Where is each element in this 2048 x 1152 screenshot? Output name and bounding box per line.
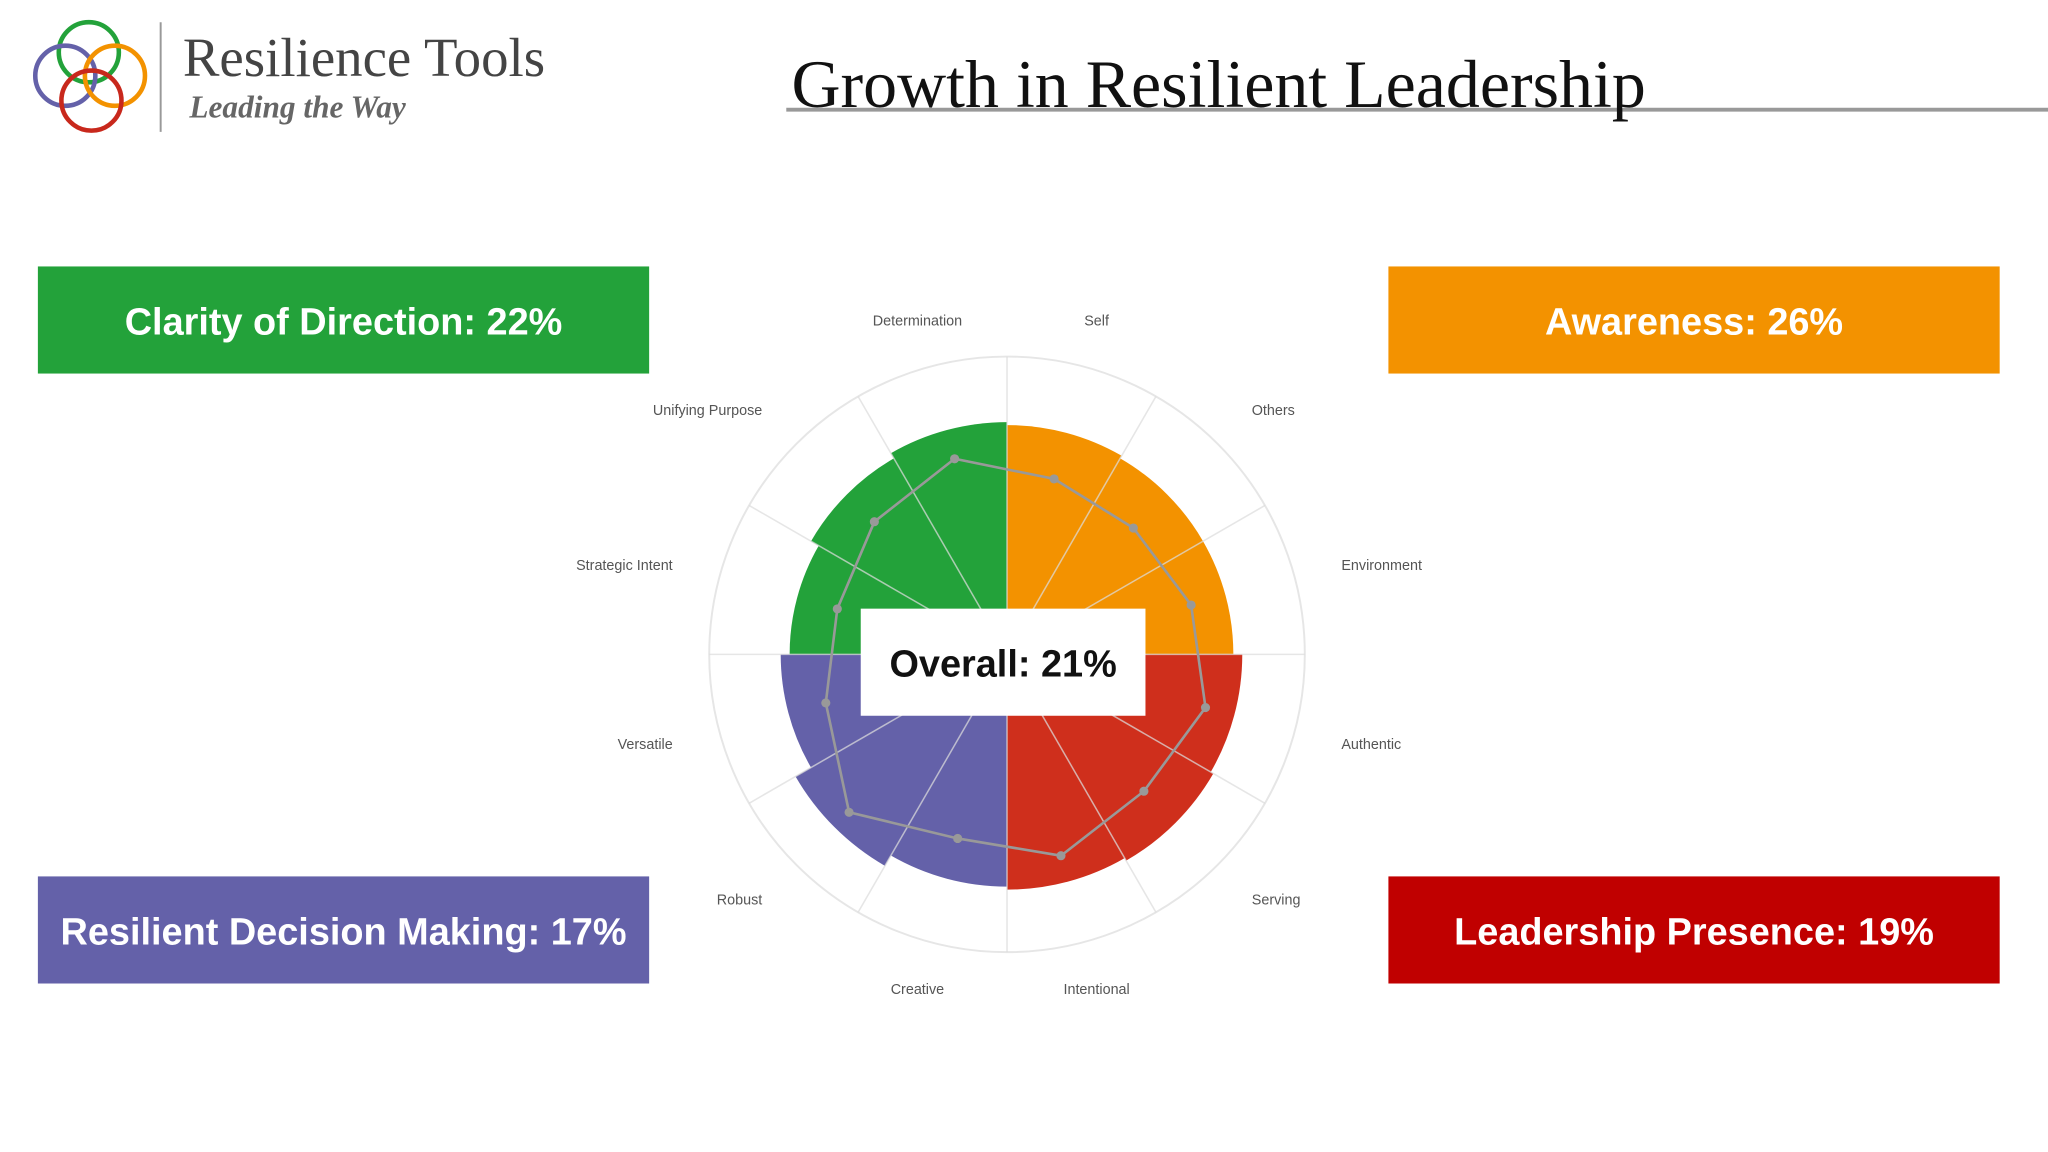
category-label: Creative <box>891 982 944 998</box>
callouts: Clarity of Direction: 22% Awareness: 26% R… <box>37 266 2000 984</box>
overlay-dot <box>832 604 842 614</box>
category-label: Robust <box>717 892 763 908</box>
category-label: Serving <box>1252 892 1301 908</box>
overlay-dot <box>869 517 879 527</box>
category-label: Determination <box>873 313 962 329</box>
logo-ring <box>32 43 98 109</box>
category-label: Versatile <box>618 737 673 753</box>
callout-text: Resilient Decision Making: 17% <box>61 911 627 953</box>
logo-ring <box>56 19 122 85</box>
logo <box>32 19 148 133</box>
overlay-dot <box>1200 702 1211 713</box>
callout-box <box>1388 876 2000 984</box>
overlay-dot <box>1139 786 1149 796</box>
callout-box <box>37 876 650 984</box>
wedge <box>1007 425 1122 655</box>
overlay-dot <box>821 698 831 708</box>
tagline: Leading the Way <box>188 90 405 125</box>
overlay-dot <box>1186 600 1196 610</box>
category-label: Others <box>1252 403 1295 419</box>
overlay-dot <box>950 454 960 464</box>
logo-ring <box>59 68 124 133</box>
center-box <box>860 608 1146 716</box>
callout-box <box>1388 266 2000 374</box>
overlay-dot <box>844 807 854 817</box>
callout-text: Leadership Presence: 19% <box>1454 911 1934 953</box>
category-label: Self <box>1084 313 1110 329</box>
center-label: Overall: 21% <box>889 644 1116 686</box>
brand: Resilience Tools <box>183 27 545 88</box>
wedge <box>890 422 1008 655</box>
category-label: Intentional <box>1063 982 1129 998</box>
wedge <box>1007 458 1204 655</box>
overlay-dot <box>1049 474 1059 484</box>
overlay-dot <box>1128 523 1138 533</box>
overlay-dot <box>953 833 963 844</box>
slide-title: Growth in Resilient Leadership <box>792 46 1646 122</box>
category-label: Environment <box>1341 558 1422 574</box>
category-label: Strategic Intent <box>576 558 673 574</box>
category-label: Authentic <box>1341 737 1401 753</box>
callout-box <box>37 266 650 374</box>
callout-text: Clarity of Direction: 22% <box>125 301 563 343</box>
logo-ring <box>82 43 148 109</box>
polar-chart: Self Others Environment Authentic Serving Int… <box>576 313 1422 998</box>
callout-text: Awareness: 26% <box>1545 301 1843 343</box>
wedge <box>811 458 1008 655</box>
category-label: Unifying Purpose <box>653 403 762 419</box>
overlay-dot <box>1056 851 1066 861</box>
